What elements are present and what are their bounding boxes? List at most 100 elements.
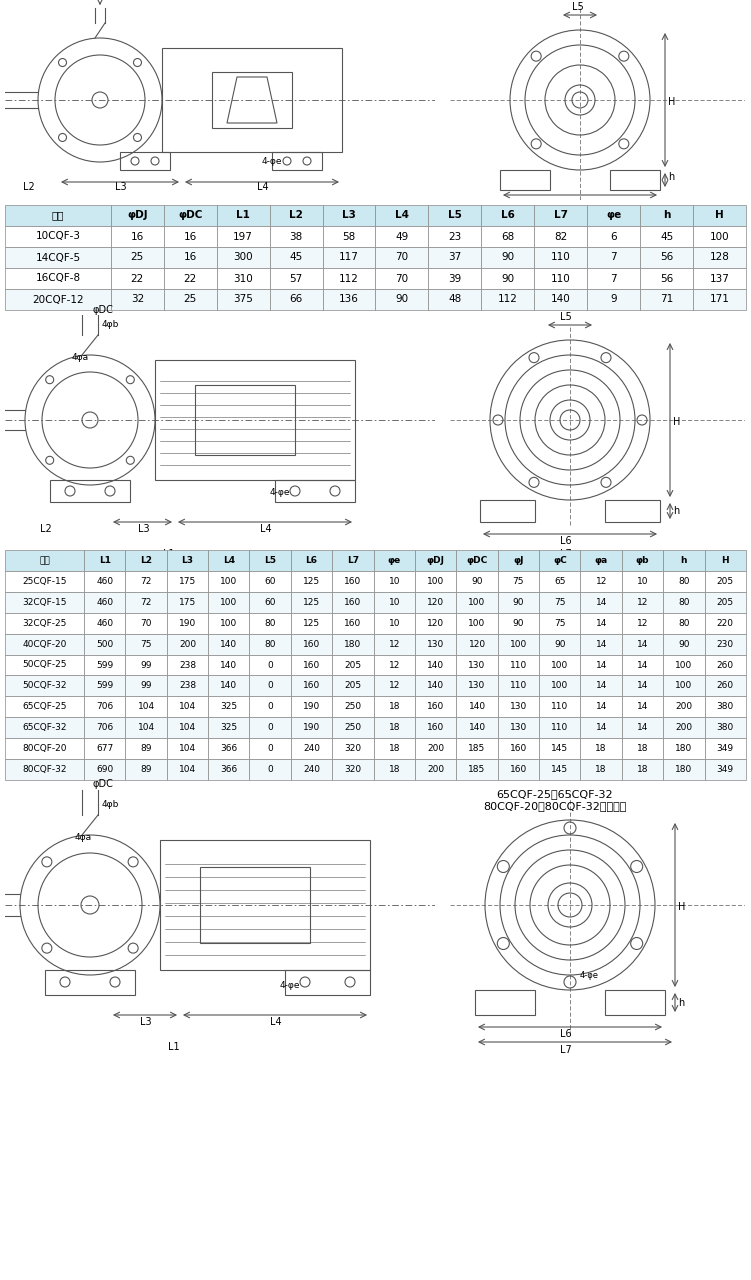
FancyBboxPatch shape (704, 696, 746, 717)
FancyBboxPatch shape (84, 634, 125, 654)
Text: 0: 0 (267, 744, 273, 753)
FancyBboxPatch shape (498, 717, 539, 739)
FancyBboxPatch shape (539, 550, 581, 571)
Text: 25: 25 (184, 294, 197, 305)
FancyBboxPatch shape (539, 676, 581, 696)
Text: 75: 75 (140, 640, 152, 649)
FancyBboxPatch shape (84, 571, 125, 591)
FancyBboxPatch shape (323, 205, 376, 227)
Text: 16: 16 (131, 232, 144, 242)
Text: 160: 160 (510, 744, 527, 753)
Text: 100: 100 (220, 618, 237, 627)
Text: 100: 100 (469, 598, 486, 607)
FancyBboxPatch shape (217, 205, 270, 227)
FancyBboxPatch shape (376, 205, 428, 227)
Text: 136: 136 (339, 294, 359, 305)
Text: 677: 677 (96, 744, 113, 753)
Text: h: h (663, 210, 671, 220)
FancyBboxPatch shape (125, 550, 167, 571)
FancyBboxPatch shape (663, 696, 704, 717)
Text: 175: 175 (179, 577, 196, 586)
FancyBboxPatch shape (164, 227, 217, 247)
Text: L6: L6 (572, 207, 584, 218)
Text: 599: 599 (96, 681, 113, 690)
Text: 190: 190 (179, 618, 196, 627)
Text: 104: 104 (137, 703, 155, 712)
Text: 185: 185 (469, 765, 486, 774)
Text: 10: 10 (388, 618, 400, 627)
Text: 71: 71 (660, 294, 673, 305)
Text: 99: 99 (140, 660, 152, 669)
FancyBboxPatch shape (323, 227, 376, 247)
FancyBboxPatch shape (581, 571, 622, 591)
Text: 70: 70 (140, 618, 152, 627)
Bar (160, 840, 370, 970)
FancyBboxPatch shape (208, 591, 249, 613)
FancyBboxPatch shape (84, 613, 125, 634)
FancyBboxPatch shape (5, 550, 84, 571)
Text: 37: 37 (448, 252, 462, 262)
FancyBboxPatch shape (415, 739, 457, 759)
FancyBboxPatch shape (581, 613, 622, 634)
FancyBboxPatch shape (332, 654, 373, 676)
FancyBboxPatch shape (534, 289, 587, 310)
FancyBboxPatch shape (498, 613, 539, 634)
FancyBboxPatch shape (457, 634, 498, 654)
FancyBboxPatch shape (5, 205, 111, 227)
FancyBboxPatch shape (581, 654, 622, 676)
FancyBboxPatch shape (373, 654, 415, 676)
FancyBboxPatch shape (125, 634, 167, 654)
FancyBboxPatch shape (704, 717, 746, 739)
FancyBboxPatch shape (373, 696, 415, 717)
Text: 230: 230 (716, 640, 734, 649)
Text: 104: 104 (179, 765, 196, 774)
Text: 65: 65 (554, 577, 566, 586)
Text: 25: 25 (131, 252, 144, 262)
FancyBboxPatch shape (164, 289, 217, 310)
FancyBboxPatch shape (663, 676, 704, 696)
FancyBboxPatch shape (217, 289, 270, 310)
FancyBboxPatch shape (249, 634, 291, 654)
FancyBboxPatch shape (498, 654, 539, 676)
FancyBboxPatch shape (581, 591, 622, 613)
FancyBboxPatch shape (534, 247, 587, 268)
Text: 18: 18 (388, 765, 400, 774)
FancyBboxPatch shape (332, 676, 373, 696)
FancyBboxPatch shape (539, 613, 581, 634)
Text: 10CQF-3: 10CQF-3 (35, 232, 80, 242)
Text: 12: 12 (596, 577, 607, 586)
FancyBboxPatch shape (481, 205, 534, 227)
FancyBboxPatch shape (332, 591, 373, 613)
FancyBboxPatch shape (622, 550, 663, 571)
FancyBboxPatch shape (534, 227, 587, 247)
FancyBboxPatch shape (125, 696, 167, 717)
Text: h: h (673, 506, 679, 516)
Text: 65CQF-25、65CQF-32
80CQF-20、80CQF-32按照此圖: 65CQF-25、65CQF-32 80CQF-20、80CQF-32按照此圖 (484, 790, 626, 810)
Text: 10: 10 (388, 598, 400, 607)
Text: 型號: 型號 (39, 556, 50, 564)
Text: 160: 160 (344, 577, 361, 586)
Text: 90: 90 (678, 640, 689, 649)
FancyBboxPatch shape (498, 634, 539, 654)
Text: 145: 145 (551, 765, 569, 774)
Text: L7: L7 (560, 1044, 572, 1055)
FancyBboxPatch shape (622, 759, 663, 780)
FancyBboxPatch shape (376, 227, 428, 247)
FancyBboxPatch shape (5, 613, 84, 634)
Text: 185: 185 (469, 744, 486, 753)
FancyBboxPatch shape (640, 268, 693, 289)
Text: 70: 70 (396, 274, 409, 283)
Text: 130: 130 (510, 703, 527, 712)
Text: 125: 125 (303, 598, 320, 607)
Text: L7: L7 (347, 556, 359, 564)
Text: φDJ: φDJ (427, 556, 445, 564)
Text: 66: 66 (289, 294, 303, 305)
FancyBboxPatch shape (84, 696, 125, 717)
FancyBboxPatch shape (622, 613, 663, 634)
Text: L2: L2 (289, 210, 303, 220)
Text: 50CQF-25: 50CQF-25 (23, 660, 67, 669)
FancyBboxPatch shape (84, 591, 125, 613)
Text: φDC: φDC (466, 556, 487, 564)
Text: 16CQF-8: 16CQF-8 (35, 274, 80, 283)
Text: 12: 12 (388, 660, 400, 669)
